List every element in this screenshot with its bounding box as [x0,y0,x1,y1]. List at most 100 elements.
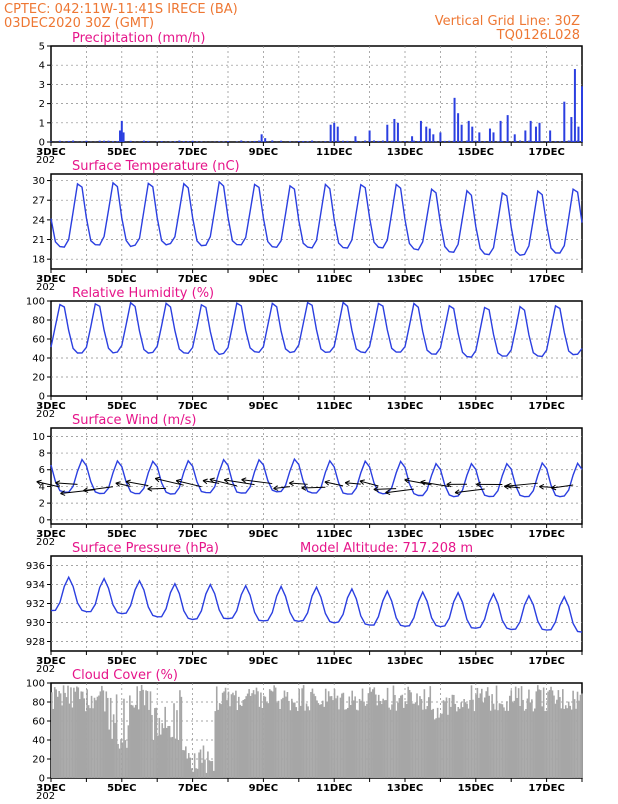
cloud-bar [449,698,451,778]
cloud-bar [503,707,505,778]
cloud-bar [556,700,558,778]
cloud-bar [549,690,551,778]
cloud-bar [251,693,253,778]
precip-bar [577,141,579,142]
cloud-bar [368,693,370,778]
y-tick-label: 80 [32,698,45,709]
cloud-bar [234,695,236,778]
cloud-bar [547,692,549,778]
precip-bar [429,129,431,142]
cloud-bar [285,697,287,778]
cloud-bar [257,691,259,778]
cloud-bar [250,696,252,778]
cloud-bar [429,686,431,778]
cloud-bar [452,695,454,778]
cloud-bar [226,700,228,778]
cloud-bar [209,760,211,778]
cloud-bar [401,695,403,778]
cloud-bar [245,696,247,778]
cloud-bar [262,708,264,778]
header-run-id: TQ0126L028 [496,28,580,43]
cloud-bar [463,699,465,778]
precip-bar [130,141,132,142]
cloud-bar [254,694,256,778]
cloud-bar [101,686,103,778]
cloud-bar [525,709,527,778]
panel-subtitle-pressure: Model Altitude: 717.208 m [300,541,473,556]
cloud-bar [455,704,457,778]
cloud-bar [568,702,570,778]
cloud-bar [270,691,272,778]
x-tick-label: 15DEC [458,147,494,158]
y-tick-label: 5 [39,42,45,53]
precip-bar [577,127,579,142]
plot-frame [51,46,582,142]
cloud-bar [60,693,62,778]
precip-bar [333,123,335,142]
y-tick-label: 21 [32,235,45,246]
precip-bar [377,141,379,142]
precip-bar [187,141,189,142]
cloud-bar [225,688,227,778]
cloud-bar [518,688,520,778]
x-tick-label: 15DEC [458,656,494,667]
precip-bar [280,141,282,142]
cloud-bar [276,703,278,778]
cloud-bar [157,736,159,778]
cloud-bar [191,768,193,778]
cloud-bar [533,711,535,778]
cloud-bar [242,700,244,778]
cloud-bar [329,696,331,778]
cloud-bar [67,686,69,778]
cloud-bar [371,692,373,778]
cloud-bar [207,751,209,778]
cloud-bar [189,758,191,778]
cloud-bar [303,685,305,778]
cloud-bar [82,692,84,778]
cloud-bar [581,693,583,778]
precip-bar [364,141,366,142]
cloud-bar [69,704,71,778]
x-tick-label: 9DEC [249,656,278,667]
cloud-bar [312,689,314,778]
precip-bar [519,141,521,142]
x-tick-label: 5DEC [107,274,136,285]
precip-bar [373,140,375,142]
cloud-bar [441,714,443,778]
cloud-bar [418,705,420,778]
cloud-bar [231,694,233,778]
cloud-bar [80,691,82,778]
cloud-bar [550,687,552,778]
x-tick-label: 7DEC [178,783,207,794]
precip-bar [112,141,114,142]
precip-bar [59,141,61,142]
y-tick-label: 20 [32,373,45,384]
plot-frame [51,301,582,396]
cloud-bar [203,745,205,778]
precip-bar [444,141,446,142]
cloud-bar [148,710,150,778]
cloud-bar [220,704,222,778]
cloud-bar [369,687,371,778]
x-year-label: 202 [36,664,55,675]
cloud-bar [357,710,359,778]
x-tick-label: 5DEC [107,401,136,412]
precip-bar [174,141,176,142]
cloud-bar [457,707,459,778]
cloud-bar [133,708,135,778]
x-tick-label: 13DEC [387,147,423,158]
cloud-bar [284,691,286,778]
cloud-bar [301,688,303,778]
precip-bar [537,141,539,142]
cloud-bar [182,750,184,778]
cloud-bar [229,706,231,778]
x-tick-label: 11DEC [316,783,352,794]
precip-bar [196,141,198,142]
cloud-bar [565,705,567,778]
cloud-bar [95,700,97,778]
cloud-bar [228,692,230,778]
cloud-bar [304,711,306,778]
cloud-bar [78,687,80,778]
